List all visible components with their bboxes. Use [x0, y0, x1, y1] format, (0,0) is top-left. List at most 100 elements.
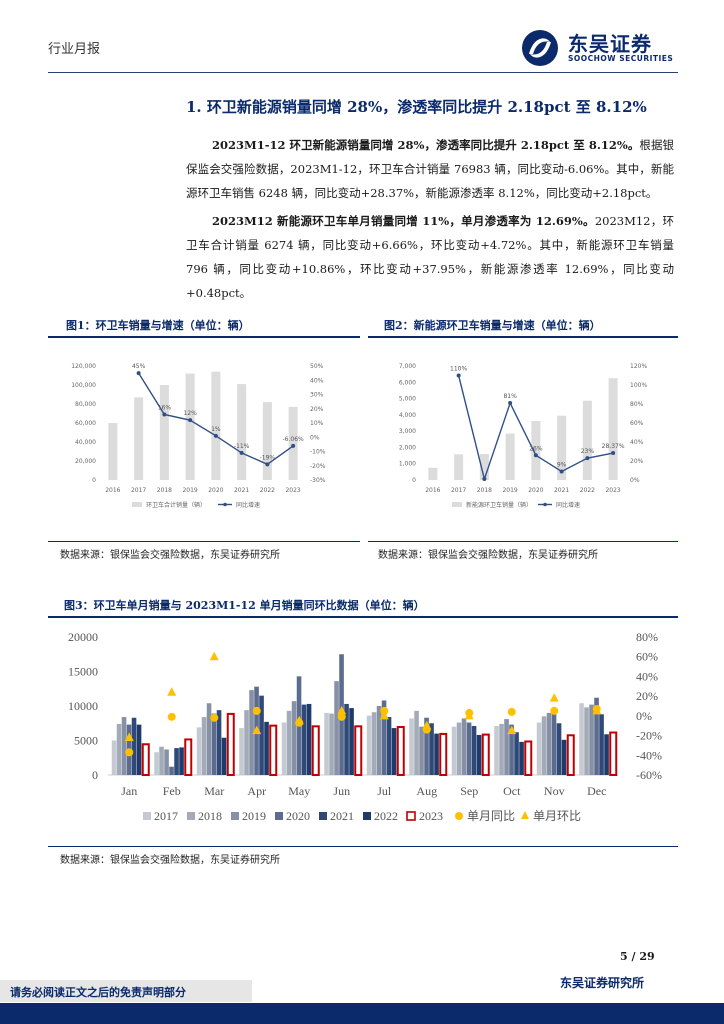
fig1-y2-tick: 40%: [310, 377, 324, 384]
fig3-y2-tick: 0%: [636, 709, 652, 723]
fig3-bar: [604, 734, 609, 775]
fig3-legend-yoy-swatch: [455, 812, 463, 820]
fig3-bar: [536, 722, 542, 775]
fig3-bar-2023: [566, 734, 575, 776]
fig3-yoy-point: [337, 712, 346, 721]
fig3-chart: 0 5000 10000 15000 20000 -60% -40% -20% 0% 20% 40%…: [48, 620, 678, 842]
fig2-x-tick: 2017: [451, 487, 466, 494]
fig3-bar-2023: [481, 733, 490, 776]
fig2-data-label: 23%: [581, 448, 595, 455]
fig3-bar: [264, 721, 269, 775]
fig3-bar: [291, 701, 297, 775]
fig2-source: 数据来源：银保监会交强险数据，东吴证券研究所: [378, 550, 598, 561]
fig3-bar: [306, 703, 312, 775]
fig3-legend-label: 2022: [374, 809, 398, 823]
fig3-y2-tick: 80%: [636, 630, 658, 644]
fig2-top-rule: [368, 336, 678, 338]
fig3-bar: [499, 723, 504, 775]
fig3-legend-swatch: [319, 812, 327, 820]
fig1-bar: [108, 423, 118, 480]
fig3-bar: [216, 710, 222, 775]
fig3-bar-2023: [609, 731, 618, 776]
fig3-bar: [451, 726, 457, 775]
fig1-y2-tick: -10%: [310, 449, 326, 456]
fig3-bar: [476, 734, 482, 775]
fig3-y-tick: 15000: [68, 665, 98, 679]
fig3-y-tick: 5000: [74, 734, 98, 748]
fig3-bar-2023: [269, 724, 278, 776]
fig1-legend-line-dot: [223, 502, 227, 507]
fig3-bar: [414, 710, 419, 775]
fig2-y2-tick: 20%: [630, 458, 644, 465]
fig2-y-tick: 1,000: [399, 461, 416, 468]
fig1-y-tick: 60,000: [75, 420, 96, 427]
paragraph-2-body: 2023M12，环卫车合计销量 6274 辆，同比变动+6.66%，环比变动+4…: [186, 214, 674, 300]
fig3-bar: [174, 748, 179, 775]
fig3-y-tick: 10000: [68, 699, 98, 713]
fig3-bar: [349, 708, 354, 775]
fig3-bar: [589, 704, 594, 775]
fig1-data-label: 45%: [132, 363, 146, 370]
fig1-x-tick: 2016: [105, 487, 120, 494]
fig1-y2-tick: 50%: [310, 363, 324, 370]
fig3-bar: [419, 726, 424, 775]
fig3-legend-label: 2018: [198, 809, 222, 823]
fig3-bar: [179, 747, 184, 775]
fig2-x-tick: 2019: [502, 487, 517, 494]
fig3-x-tick: Nov: [544, 784, 565, 798]
fig3-bar: [461, 718, 467, 775]
fig3-source: 数据来源：银保监会交强险数据，东吴证券研究所: [60, 855, 280, 866]
fig2-y-tick: 7,000: [399, 363, 416, 370]
fig3-bar: [509, 724, 514, 775]
company-logo: 东吴证券 SOOCHOW SECURITIES: [520, 28, 680, 68]
header-divider: [48, 72, 678, 73]
fig2-y-tick: 4,000: [399, 412, 416, 419]
fig1-x-tick: 2020: [208, 487, 223, 494]
fig3-mom-point: [507, 725, 517, 735]
fig1-y-tick: 40,000: [75, 439, 96, 446]
fig2-rate-point: [559, 469, 564, 474]
fig3-bar: [546, 712, 552, 775]
fig3-bar: [249, 690, 254, 775]
fig3-legend-label: 2019: [242, 809, 266, 823]
fig1-y2-tick: 30%: [310, 392, 324, 399]
fig1-y2-tick: 0%: [310, 434, 320, 441]
fig3-bar: [494, 726, 499, 775]
fig1-data-label: 12%: [183, 410, 197, 417]
fig3-bar: [169, 766, 174, 775]
fig3-x-tick: Feb: [163, 784, 181, 798]
fig3-bar-2023: [141, 743, 150, 777]
fig3-bar: [131, 717, 137, 775]
fig3-bar: [504, 719, 509, 775]
fig2-title: 图2：新能源环卫车销量与增速（单位：辆）: [384, 319, 601, 332]
fig1-bar: [185, 373, 195, 480]
footer-org: 东吴证券研究所: [560, 976, 645, 990]
fig3-legend-label: 单月环比: [533, 809, 581, 823]
fig3-bar: [281, 722, 287, 775]
fig3-bar: [386, 717, 392, 775]
fig2-rate-point: [456, 373, 461, 378]
fig2-y-tick: 6,000: [399, 379, 416, 386]
fig3-yoy-point: [252, 706, 261, 715]
fig1-y2-tick: -20%: [310, 463, 326, 470]
fig3-y-tick: 0: [92, 768, 98, 782]
fig2-legend-line-label: 同比增速: [556, 501, 580, 509]
fig1-y-tick: 120,000: [71, 363, 96, 370]
fig3-legend-swatch-2023: [406, 811, 416, 821]
fig3-bar-2023: [354, 725, 363, 776]
fig3-bar: [221, 737, 227, 775]
fig3-x-tick: Mar: [204, 784, 224, 798]
fig3-bar: [206, 703, 212, 775]
fig3-bar: [136, 724, 142, 775]
fig3-x-tick: Jul: [377, 784, 392, 798]
fig2-bar: [454, 454, 464, 480]
fig2-legend-bar-swatch: [452, 502, 462, 507]
fig2-legend-bar-label: 新能源环卫车销量（辆）: [466, 501, 532, 509]
fig3-legend-swatch: [275, 812, 283, 820]
fig2-data-label: 9%: [557, 461, 567, 468]
fig3-yoy-point: [507, 707, 516, 716]
fig1-chart: 0 20,000 40,000 60,000 80,000 100,000 120,000 -…: [48, 340, 360, 540]
fig3-bar: [429, 723, 434, 775]
fig2-bar: [479, 453, 489, 480]
fig2-x-tick: 2021: [554, 487, 569, 494]
